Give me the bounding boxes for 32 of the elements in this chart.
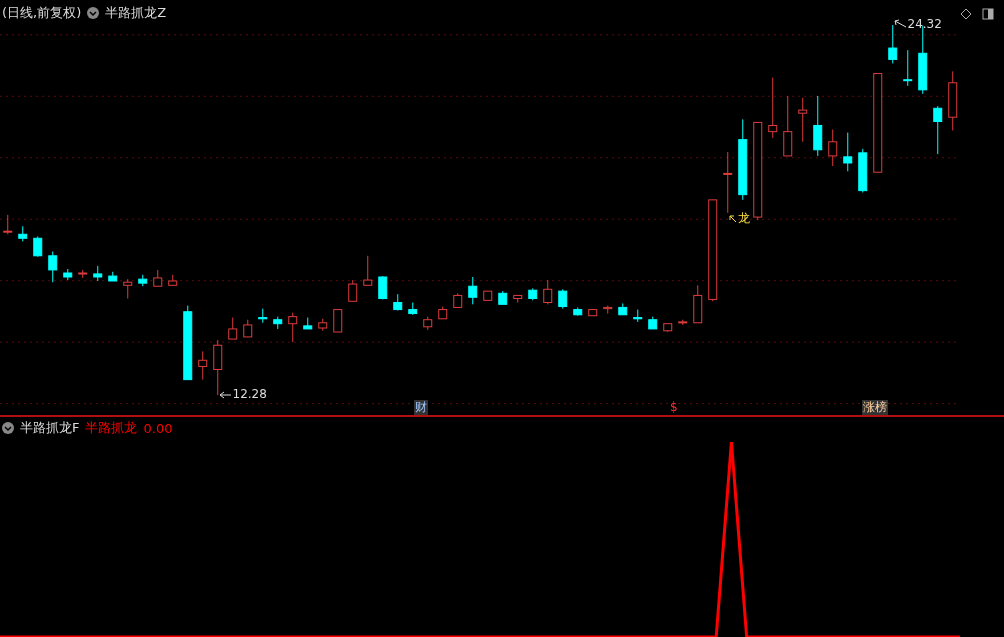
text: 0.00 (143, 420, 173, 436)
candlestick (933, 105, 943, 155)
candlestick (48, 250, 58, 283)
candlestick (123, 278, 133, 299)
candlestick (288, 312, 298, 343)
candlestick (333, 309, 343, 333)
candlestick (798, 97, 808, 143)
candlestick (468, 276, 478, 305)
annotation: 12.28 (232, 387, 267, 402)
chart-title: 半路抓龙F (20, 419, 80, 437)
candlestick (888, 25, 898, 64)
chart-subtitle: 半路抓龙Z (105, 4, 167, 22)
candlestick (228, 317, 238, 340)
candlestick (543, 279, 553, 305)
text: $ (669, 400, 679, 415)
candlestick (903, 49, 913, 87)
text: 财 (414, 400, 428, 415)
candlestick (768, 77, 778, 139)
candlestick (33, 235, 43, 258)
chart-title: (日线,前复权) (2, 4, 82, 22)
candlestick (348, 279, 358, 302)
candlestick (363, 255, 373, 286)
annotation: 24.32 (907, 17, 942, 32)
text: 涨榜 (862, 400, 888, 415)
candlestick (723, 151, 733, 214)
annotation: 龙 (737, 210, 750, 226)
candlestick (3, 214, 13, 235)
candlestick (558, 288, 568, 310)
candlestick (843, 132, 853, 172)
candlestick (828, 128, 838, 167)
text: 半路抓龙 (85, 419, 138, 437)
candlestick (198, 350, 208, 381)
